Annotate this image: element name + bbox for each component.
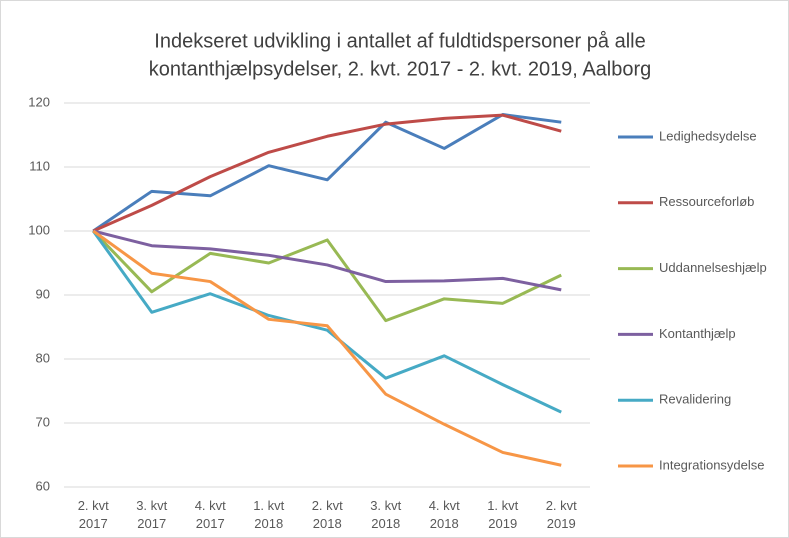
x-tick-label: 1. kvt 2019 (487, 498, 518, 531)
y-tick-label: 100 (28, 222, 50, 237)
y-tick-label: 110 (29, 158, 50, 173)
data-line (92, 229, 562, 292)
chart-title: kontanthjælpsydelser, 2. kvt. 2017 - 2. … (149, 58, 652, 80)
y-tick-label: 60 (36, 478, 50, 493)
y-tick-label: 120 (28, 94, 50, 109)
x-tick-label: 2. kvt 2017 (78, 498, 109, 531)
x-tick-label: 4. kvt 2017 (195, 498, 226, 531)
data-line (92, 113, 562, 233)
y-tick-label: 80 (36, 350, 50, 365)
legend-label: Uddannelseshjælp (659, 260, 767, 275)
legend-label: Kontanthjælp (659, 326, 736, 341)
data-line (92, 230, 562, 414)
chart-title: Indekseret udvikling i antallet af fuldt… (154, 30, 645, 52)
x-tick-label: 4. kvt 2018 (429, 498, 460, 531)
y-tick-label: 90 (36, 286, 50, 301)
y-tick-label: 70 (36, 414, 50, 429)
x-tick-label: 3. kvt 2018 (370, 498, 401, 531)
x-tick-label: 2. kvt 2018 (312, 498, 343, 531)
legend-label: Ressourceforløb (659, 194, 754, 209)
legend-label: Integrationsydelse (659, 457, 765, 472)
legend-label: Ledighedsydelse (659, 128, 757, 143)
x-tick-label: 1. kvt 2018 (253, 498, 284, 531)
legend-label: Revalidering (659, 392, 731, 407)
data-line (92, 229, 562, 467)
data-line (92, 229, 562, 323)
x-tick-label: 2. kvt 2019 (546, 498, 577, 531)
data-line (92, 113, 562, 233)
x-tick-label: 3. kvt 2017 (136, 498, 167, 531)
